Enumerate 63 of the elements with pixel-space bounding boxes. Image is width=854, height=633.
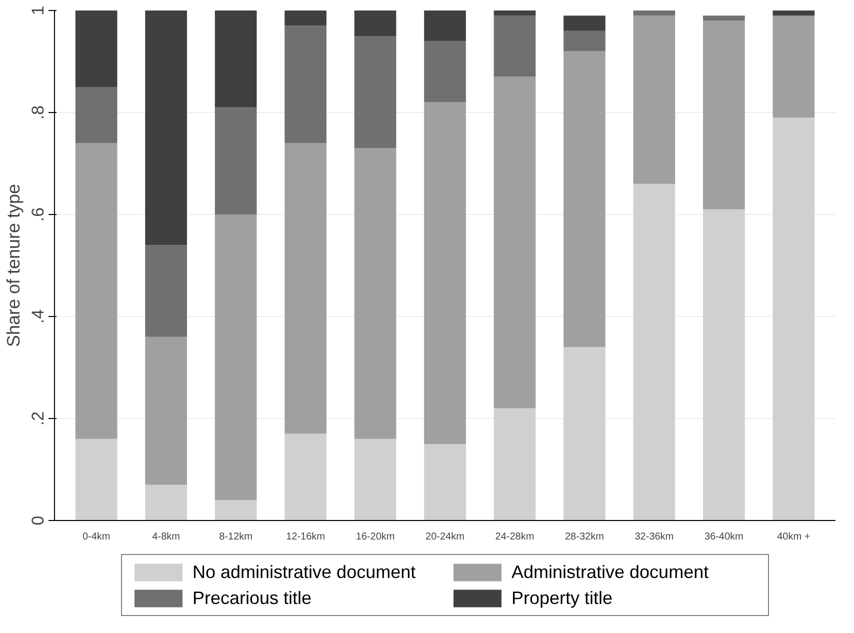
bar [145, 336, 187, 485]
bar [214, 500, 257, 520]
bar [494, 408, 536, 520]
bar [214, 10, 257, 108]
bar [633, 184, 676, 520]
legend-label: Property title [512, 588, 614, 608]
bar [424, 444, 466, 520]
bar [354, 10, 396, 36]
legend-label: Administrative document [512, 562, 710, 582]
x-tick-label: 24-28km [495, 532, 534, 542]
y-tick-label: 1 [28, 6, 48, 16]
bar [494, 76, 536, 408]
bar [564, 347, 606, 520]
legend-label: No administrative document [192, 562, 417, 582]
bar [424, 10, 466, 42]
bar [214, 214, 257, 500]
bar [145, 245, 187, 337]
y-tick-label: .6 [28, 207, 48, 222]
bar [75, 10, 118, 87]
bar [75, 87, 118, 144]
bar [145, 484, 187, 520]
x-tick-label: 12-16km [286, 532, 325, 542]
bar [703, 20, 745, 210]
x-tick-label: 16-20km [356, 532, 395, 542]
bar [145, 10, 187, 246]
y-tick-label: 0 [28, 516, 48, 526]
bar [284, 26, 326, 144]
x-tick-label: 32-36km [634, 532, 674, 542]
y-tick-label: .8 [28, 105, 48, 120]
bar [354, 438, 396, 520]
bar [284, 10, 326, 26]
x-tick-label: 36-40km [704, 532, 744, 542]
bar [284, 143, 326, 434]
x-tick-label: 0-4km [82, 532, 110, 542]
x-tick-label: 28-32km [565, 532, 604, 542]
bar [564, 51, 606, 348]
bar [284, 434, 326, 520]
x-tick-label: 8-12km [219, 532, 252, 542]
bar [633, 16, 676, 184]
bar [494, 16, 536, 77]
bar [703, 209, 745, 520]
bar [772, 118, 815, 520]
bar [354, 36, 396, 148]
bar [75, 143, 118, 439]
y-axis-title: Share of tenure type [4, 184, 24, 348]
bar [633, 10, 676, 16]
bar [564, 30, 606, 52]
x-tick-label: 20-24km [426, 532, 464, 542]
bar [75, 438, 118, 520]
bar [494, 10, 536, 16]
legend-label: Precarious title [192, 588, 313, 608]
y-tick-label: .2 [28, 411, 48, 426]
bar [703, 16, 745, 21]
bar [424, 41, 466, 102]
bar [772, 16, 815, 118]
bar [564, 16, 606, 31]
bar [354, 148, 396, 439]
x-tick-label: 40km + [777, 532, 810, 542]
x-tick-label: 4-8km [152, 532, 180, 542]
y-tick-label: .4 [28, 309, 48, 324]
bar [424, 102, 466, 444]
bar [214, 107, 257, 214]
bar [772, 10, 815, 16]
